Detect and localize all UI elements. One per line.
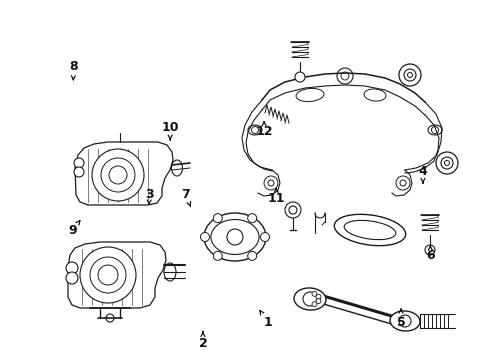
Circle shape: [213, 213, 222, 222]
Ellipse shape: [293, 288, 325, 310]
Text: 2: 2: [198, 332, 207, 350]
Circle shape: [74, 158, 84, 168]
Ellipse shape: [203, 213, 265, 261]
Circle shape: [247, 251, 256, 260]
Circle shape: [66, 272, 78, 284]
Circle shape: [435, 152, 457, 174]
Circle shape: [398, 64, 420, 86]
Circle shape: [311, 302, 316, 307]
Circle shape: [424, 245, 434, 255]
Text: 5: 5: [396, 309, 405, 329]
Text: 9: 9: [68, 221, 80, 237]
Text: 7: 7: [181, 188, 190, 206]
Text: 6: 6: [425, 246, 434, 262]
Text: 3: 3: [144, 188, 153, 204]
Circle shape: [74, 167, 84, 177]
Text: 11: 11: [267, 188, 285, 204]
Text: 12: 12: [255, 122, 272, 138]
Text: 8: 8: [69, 60, 78, 80]
Circle shape: [260, 233, 269, 242]
Text: 10: 10: [161, 121, 179, 140]
Circle shape: [315, 294, 320, 300]
Circle shape: [66, 262, 78, 274]
Text: 1: 1: [259, 310, 272, 329]
Circle shape: [294, 72, 305, 82]
Circle shape: [315, 298, 320, 303]
Circle shape: [92, 149, 143, 201]
Circle shape: [200, 233, 209, 242]
Circle shape: [80, 247, 136, 303]
Circle shape: [213, 251, 222, 260]
Ellipse shape: [389, 311, 419, 331]
Polygon shape: [75, 142, 173, 205]
Text: 4: 4: [418, 165, 427, 183]
Ellipse shape: [334, 214, 405, 246]
Polygon shape: [68, 242, 165, 308]
Circle shape: [311, 291, 316, 296]
Circle shape: [247, 213, 256, 222]
